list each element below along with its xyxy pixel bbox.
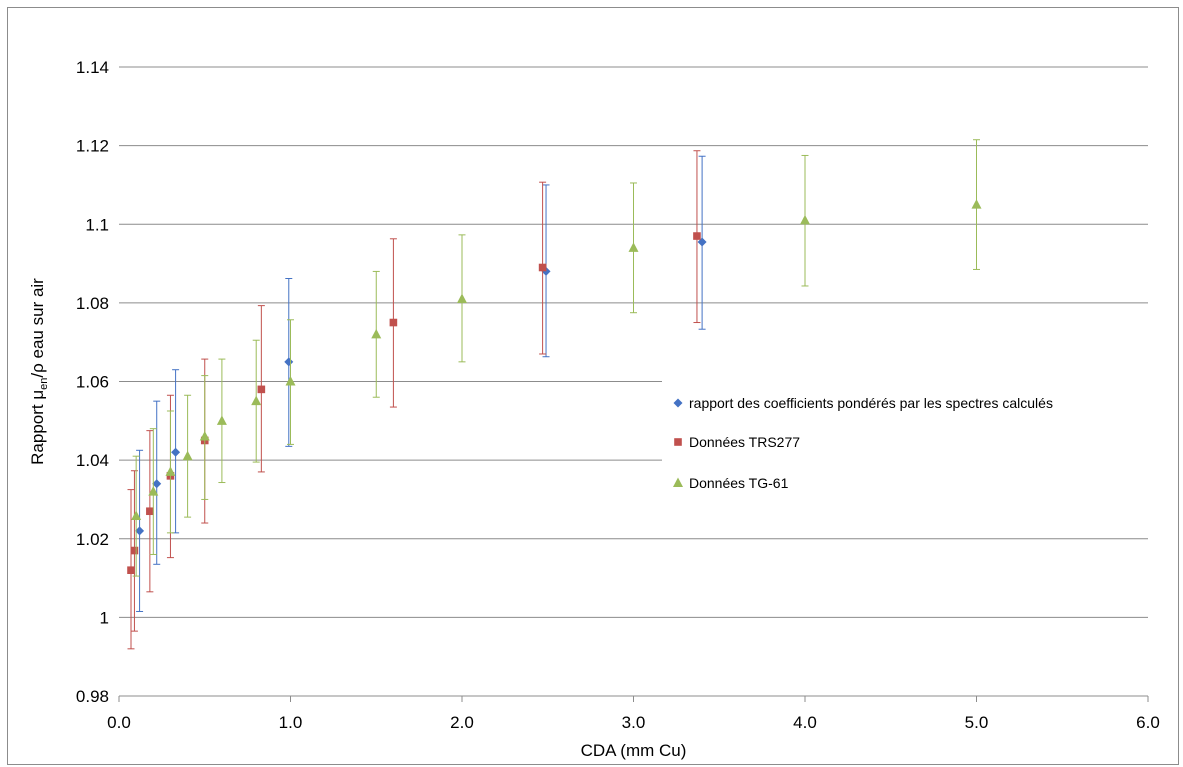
data-series bbox=[127, 139, 982, 650]
data-point bbox=[199, 431, 210, 441]
y-axis-title-mu: μ bbox=[28, 390, 47, 400]
legend-entry: Données TG-61 bbox=[673, 475, 789, 491]
y-axis-title-prefix: Rapport bbox=[28, 400, 47, 465]
x-tick-label: 6.0 bbox=[1136, 713, 1160, 732]
data-point bbox=[371, 328, 382, 339]
data-point bbox=[182, 450, 193, 461]
data-point bbox=[284, 357, 294, 367]
legend-marker bbox=[674, 438, 682, 446]
y-tick-label: 1.1 bbox=[85, 215, 109, 234]
x-tick-label: 1.0 bbox=[279, 713, 303, 732]
data-point bbox=[216, 415, 227, 425]
legend-label: rapport des coefficients pondérés par le… bbox=[689, 395, 1053, 411]
y-tick-label: 1.04 bbox=[76, 451, 109, 470]
series-square bbox=[127, 150, 701, 650]
tick-labels: 0.98 1 1.02 1.04 1.06 1.08 1.1 1.12 1.14 0.0 1.0 2.… bbox=[76, 58, 1160, 732]
x-tick-label: 5.0 bbox=[965, 713, 989, 732]
data-point bbox=[285, 376, 296, 386]
data-point bbox=[628, 242, 639, 252]
y-tick-label: 1.14 bbox=[76, 58, 109, 77]
legend-box bbox=[662, 370, 1158, 503]
legend-entry: rapport des coefficients pondérés par le… bbox=[673, 395, 1053, 411]
data-point bbox=[171, 447, 181, 457]
data-point bbox=[389, 318, 398, 327]
legend-label: Données TG-61 bbox=[689, 475, 789, 491]
legend-marker bbox=[673, 477, 683, 487]
data-point bbox=[251, 395, 262, 406]
x-axis-title: CDA (mm Cu) bbox=[581, 741, 687, 760]
x-tick-label: 0.0 bbox=[107, 713, 131, 732]
y-axis-title-sub: en bbox=[38, 378, 50, 390]
y-axis-title: Rapport μen/ρ eau sur air bbox=[28, 278, 50, 465]
x-tick-label: 2.0 bbox=[450, 713, 474, 732]
legend-marker bbox=[673, 398, 683, 408]
data-point bbox=[800, 214, 810, 225]
y-tick-label: 1 bbox=[100, 608, 109, 627]
legend-label: Données TRS277 bbox=[689, 434, 800, 450]
legend: rapport des coefficients pondérés par le… bbox=[673, 395, 1053, 491]
data-point bbox=[165, 466, 176, 476]
data-point bbox=[130, 546, 139, 555]
data-point bbox=[257, 385, 266, 394]
gridlines bbox=[119, 66, 1148, 618]
y-tick-label: 0.98 bbox=[76, 687, 109, 706]
data-point bbox=[693, 232, 701, 240]
axis-titles: CDA (mm Cu) Rapport μen/ρ eau sur air bbox=[28, 278, 686, 760]
y-tick-label: 1.08 bbox=[76, 294, 109, 313]
x-tick-label: 3.0 bbox=[622, 713, 646, 732]
data-point bbox=[971, 199, 982, 209]
legend-entry: Données TRS277 bbox=[674, 434, 800, 450]
data-point bbox=[148, 486, 159, 496]
data-point bbox=[152, 479, 162, 489]
axes bbox=[118, 695, 1149, 702]
data-point bbox=[127, 566, 135, 574]
data-point bbox=[457, 293, 467, 303]
series-triangle bbox=[131, 139, 982, 577]
data-point bbox=[538, 263, 547, 272]
y-tick-label: 1.02 bbox=[76, 530, 109, 549]
legend-background bbox=[662, 370, 1158, 503]
data-point bbox=[135, 526, 145, 536]
y-axis-title-suffix: /ρ eau sur air bbox=[28, 278, 47, 378]
y-tick-label: 1.06 bbox=[76, 373, 109, 392]
y-tick-label: 1.12 bbox=[76, 137, 109, 156]
x-tick-label: 4.0 bbox=[793, 713, 817, 732]
data-point bbox=[146, 507, 154, 516]
data-point bbox=[131, 510, 142, 520]
